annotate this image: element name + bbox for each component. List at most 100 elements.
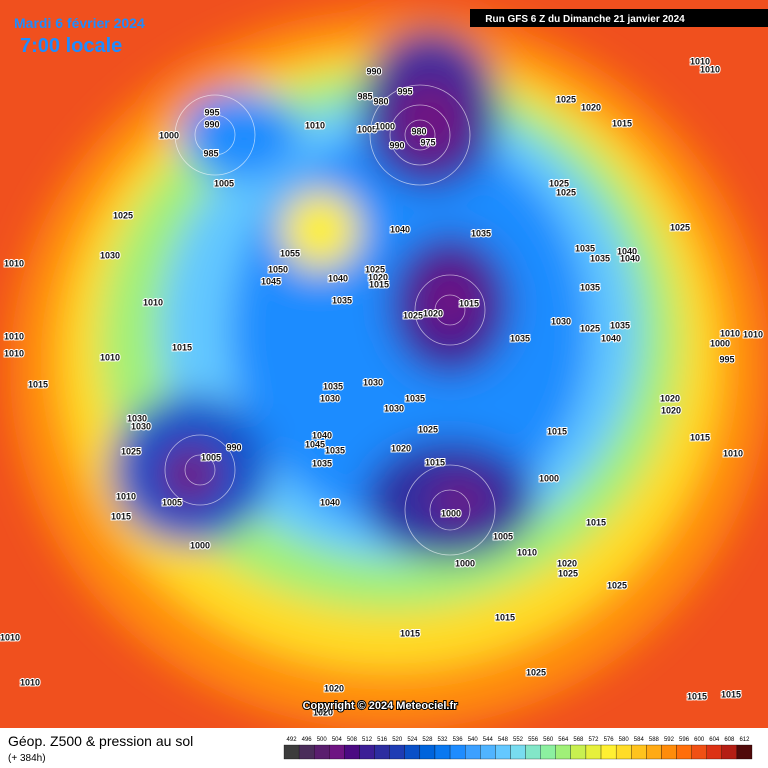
pressure-label: 1040 (617, 246, 637, 256)
pressure-label: 1015 (690, 432, 710, 442)
pressure-label: 1040 (601, 333, 621, 343)
color-swatch (691, 744, 707, 760)
pressure-label: 1020 (661, 405, 681, 415)
pressure-label: 1040 (620, 253, 640, 263)
pressure-label: 1015 (687, 691, 707, 701)
color-swatch (555, 744, 571, 760)
pressure-label: 1000 (455, 558, 475, 568)
pressure-label: 1035 (325, 445, 345, 455)
pressure-label: 990 (226, 442, 241, 452)
pressure-label: 1030 (384, 403, 404, 413)
pressure-label: 1035 (510, 333, 530, 343)
pressure-label: 980 (411, 126, 426, 136)
color-scale-label: 528 (422, 737, 433, 743)
pressure-label: 1010 (143, 297, 163, 307)
color-swatch (465, 744, 481, 760)
color-scale-label: 524 (407, 737, 418, 743)
pressure-label: 1005 (162, 497, 182, 507)
color-scale-label: 596 (679, 737, 690, 743)
pressure-label: 1035 (332, 295, 352, 305)
color-swatch (344, 744, 360, 760)
pressure-label: 995 (397, 86, 412, 96)
color-scale-label: 572 (588, 737, 599, 743)
pressure-label: 1025 (403, 310, 423, 320)
pressure-label: 1040 (312, 430, 332, 440)
pressure-label: 1010 (20, 677, 40, 687)
color-swatch (314, 744, 330, 760)
color-scale-label: 584 (634, 737, 645, 743)
color-scale-label: 588 (649, 737, 660, 743)
pressure-label: 1035 (610, 320, 630, 330)
pressure-label: 1000 (710, 338, 730, 348)
pressure-label: 1045 (305, 439, 325, 449)
pressure-label: 1015 (612, 118, 632, 128)
pressure-label: 1025 (556, 94, 576, 104)
pressure-label: 1035 (580, 282, 600, 292)
pressure-label: 1015 (721, 689, 741, 699)
pressure-label: 1025 (607, 580, 627, 590)
color-swatch (646, 744, 662, 760)
pressure-label: 1000 (441, 508, 461, 518)
pressure-label: 1010 (4, 258, 24, 268)
pressure-label: 1030 (131, 421, 151, 431)
pressure-label: 1040 (390, 224, 410, 234)
pressure-label: 1015 (425, 457, 445, 467)
pressure-label: 1010 (743, 329, 763, 339)
pressure-label: 1020 (557, 558, 577, 568)
field-background (0, 0, 768, 730)
color-scale-label: 604 (709, 737, 720, 743)
pressure-label: 1055 (280, 248, 300, 258)
color-scale: 492 496 500 504 508 512 516 520 524 528 532 536 540 5… (283, 737, 753, 760)
pressure-label: 1010 (0, 632, 20, 642)
pressure-label: 1015 (495, 612, 515, 622)
pressure-label: 1015 (586, 517, 606, 527)
color-scale-label: 608 (724, 737, 735, 743)
color-swatch (736, 744, 753, 760)
pressure-label: 1005 (357, 124, 377, 134)
pressure-label: 1015 (172, 342, 192, 352)
pressure-label: 1025 (121, 446, 141, 456)
pressure-label: 1000 (375, 121, 395, 131)
pressure-label: 1015 (369, 279, 389, 289)
color-swatch (389, 744, 405, 760)
color-swatch (419, 744, 436, 760)
color-scale-label: 580 (619, 737, 630, 743)
pressure-label: 1040 (328, 273, 348, 283)
pressure-label: 1015 (459, 298, 479, 308)
color-scale-label: 556 (528, 737, 539, 743)
pressure-label: 1005 (493, 531, 513, 541)
pressure-label: 1030 (551, 316, 571, 326)
color-swatch (706, 744, 722, 760)
color-swatch (374, 744, 390, 760)
color-swatch (480, 744, 496, 760)
pressure-label: 1020 (660, 393, 680, 403)
pressure-label: 1025 (670, 222, 690, 232)
pressure-label: 1035 (312, 458, 332, 468)
pressure-label: 1020 (581, 102, 601, 112)
pressure-label: 1015 (547, 426, 567, 436)
pressure-label: 1005 (214, 178, 234, 188)
forecast-lead: (+ 384h) (8, 753, 46, 764)
pressure-label: 1010 (4, 331, 24, 341)
pressure-label: 1025 (365, 264, 385, 274)
pressure-label: 1025 (558, 568, 578, 578)
color-swatch (600, 744, 617, 760)
pressure-label: 1010 (690, 56, 710, 66)
color-swatch (434, 744, 451, 760)
pressure-label: 1025 (580, 323, 600, 333)
color-swatch (676, 744, 692, 760)
copyright: Copyright © 2024 Meteociel.fr (303, 700, 459, 712)
pressure-label: 1030 (100, 250, 120, 260)
pressure-label: 995 (719, 354, 734, 364)
color-scale-label: 504 (332, 737, 343, 743)
color-scale-label: 540 (468, 737, 479, 743)
pressure-label: 1010 (517, 547, 537, 557)
pressure-label: 1030 (127, 413, 147, 423)
color-scale-label: 500 (317, 737, 328, 743)
pressure-label: 1050 (268, 264, 288, 274)
pressure-label: 1025 (526, 667, 546, 677)
pressure-label: 1010 (116, 491, 136, 501)
pressure-label: 1020 (313, 707, 333, 717)
